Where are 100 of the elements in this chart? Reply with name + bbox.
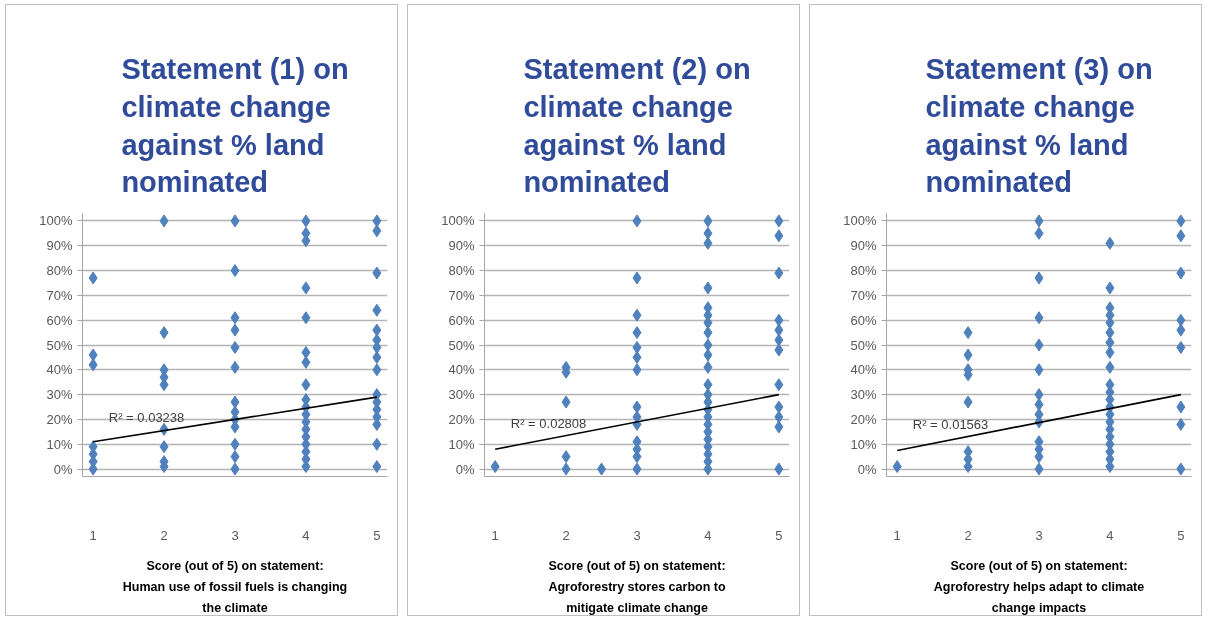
point: [1034, 388, 1044, 402]
y-tick-label: 30%: [850, 387, 877, 403]
y-tick-label: 80%: [46, 263, 73, 279]
y-tick-label: 60%: [850, 312, 877, 328]
y-tick-label: 90%: [850, 238, 877, 254]
point: [1176, 462, 1186, 476]
x-tick-label: 3: [1035, 527, 1043, 543]
point: [1176, 266, 1186, 280]
point: [703, 348, 713, 362]
point: [1105, 281, 1115, 295]
x-tick-label: 2: [160, 527, 168, 543]
point: [703, 214, 713, 228]
y-tick-label: 10%: [46, 436, 73, 452]
x-tick-label: 1: [89, 527, 97, 543]
point: [963, 395, 973, 409]
point: [1176, 400, 1186, 414]
x-tick-label: 1: [491, 527, 499, 543]
x-axis-title: Score (out of 5) on statement: Human use of fossil fuels is changing the climate: [122, 558, 348, 615]
point: [703, 326, 713, 340]
point: [1034, 338, 1044, 352]
point: [774, 214, 784, 228]
point: [1034, 226, 1044, 240]
y-tick-label: 60%: [448, 312, 475, 328]
y-tick-label: 100%: [441, 213, 475, 229]
point: [963, 326, 973, 340]
x-tick-label: 2: [964, 527, 972, 543]
y-tick-label: 70%: [46, 287, 73, 303]
point: [632, 271, 642, 285]
x-tick-label: 1: [893, 527, 901, 543]
x-tick-label: 3: [231, 527, 239, 543]
point: [1176, 313, 1186, 327]
point: [703, 378, 713, 392]
x-axis-title: Score (out of 5) on statement: Agroforestry stores carbon to mitigate climate change: [548, 558, 726, 615]
point: [1105, 316, 1115, 330]
point: [632, 214, 642, 228]
y-tick-label: 20%: [448, 411, 475, 427]
point: [703, 236, 713, 250]
point: [1176, 214, 1186, 228]
y-tick-label: 10%: [850, 436, 877, 452]
y-tick-label: 50%: [46, 337, 73, 353]
point: [1034, 462, 1044, 476]
y-tick-label: 90%: [46, 238, 73, 254]
annotation: R² = 0.03238: [108, 410, 185, 426]
y-tick-label: 60%: [46, 312, 73, 328]
point: [561, 395, 571, 409]
point: [963, 460, 973, 474]
chart-title: Statement (3) on climate change against % land nominated: [925, 53, 1153, 199]
point: [632, 350, 642, 364]
point: [1105, 236, 1115, 250]
point: [774, 229, 784, 243]
point: [1176, 323, 1186, 337]
x-tick-label: 4: [1106, 527, 1114, 543]
annotation: R² = 0.01563: [912, 417, 989, 433]
point: [1105, 460, 1115, 474]
point: [632, 340, 642, 354]
point: [1105, 345, 1115, 359]
point: [963, 348, 973, 362]
y-tick-label: 40%: [448, 362, 475, 378]
point: [1176, 229, 1186, 243]
point: [1034, 311, 1044, 325]
y-tick-label: 30%: [448, 387, 475, 403]
x-tick-label: 5: [1177, 527, 1185, 543]
x-tick-label: 4: [704, 527, 712, 543]
point: [774, 343, 784, 357]
y-tick-label: 20%: [46, 411, 73, 427]
y-tick-label: 0%: [455, 461, 475, 477]
y-tick-label: 50%: [448, 337, 475, 353]
y-tick-label: 70%: [448, 287, 475, 303]
annotation: R² = 0.02808: [510, 416, 587, 432]
point: [561, 450, 571, 464]
point: [1034, 450, 1044, 464]
point: [632, 400, 642, 414]
point: [703, 281, 713, 295]
point: [774, 266, 784, 280]
y-tick-label: 90%: [448, 238, 475, 254]
y-tick-label: 40%: [46, 362, 73, 378]
point: [490, 460, 500, 474]
x-tick-label: 3: [633, 527, 641, 543]
y-tick-label: 70%: [850, 287, 877, 303]
point: [1176, 417, 1186, 431]
y-tick-label: 30%: [46, 387, 73, 403]
y-tick-label: 10%: [448, 436, 475, 452]
point: [892, 460, 902, 474]
point: [774, 313, 784, 327]
y-tick-label: 40%: [850, 362, 877, 378]
point: [774, 400, 784, 414]
point: [703, 226, 713, 240]
point: [774, 333, 784, 347]
point: [1034, 271, 1044, 285]
point: [632, 308, 642, 322]
point: [632, 326, 642, 340]
y-tick-label: 100%: [39, 213, 73, 229]
x-tick-label: 5: [373, 527, 381, 543]
y-tick-label: 50%: [850, 337, 877, 353]
point: [703, 316, 713, 330]
point: [632, 462, 642, 476]
x-tick-label: 5: [775, 527, 783, 543]
point: [1034, 398, 1044, 412]
chart-title: Statement (1) on climate change against % land nominated: [121, 53, 349, 199]
y-tick-label: 0%: [53, 461, 73, 477]
